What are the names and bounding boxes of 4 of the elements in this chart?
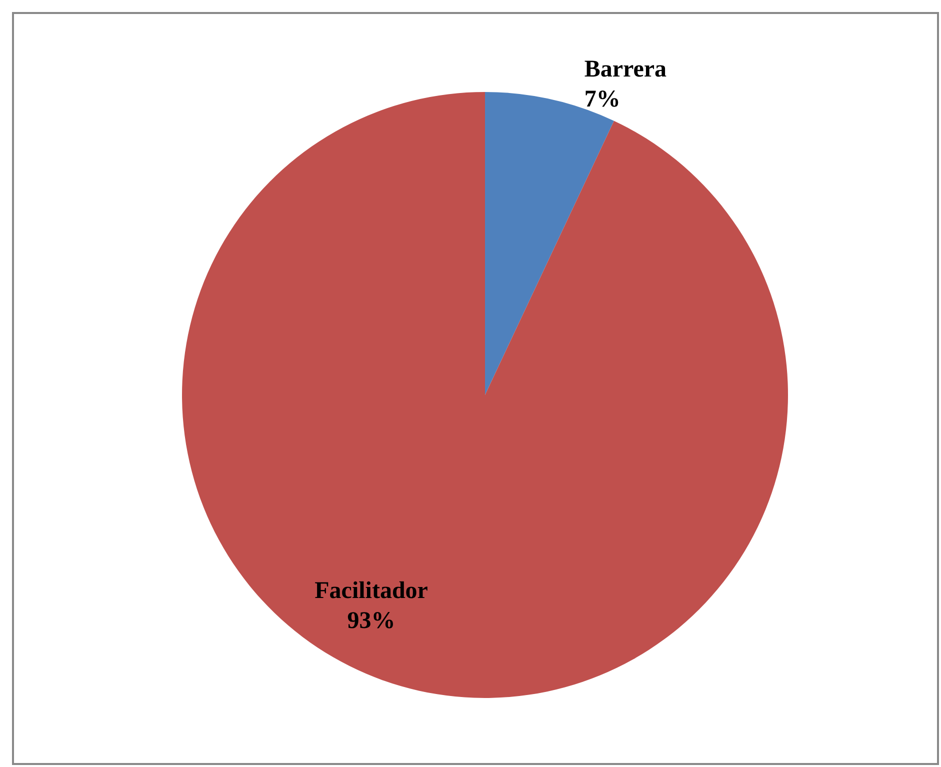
data-label: 93% [347,608,396,634]
slice-label: Facilitador [314,578,428,604]
slice-label: Barrera [584,56,667,83]
data-label: 7% [584,86,620,113]
